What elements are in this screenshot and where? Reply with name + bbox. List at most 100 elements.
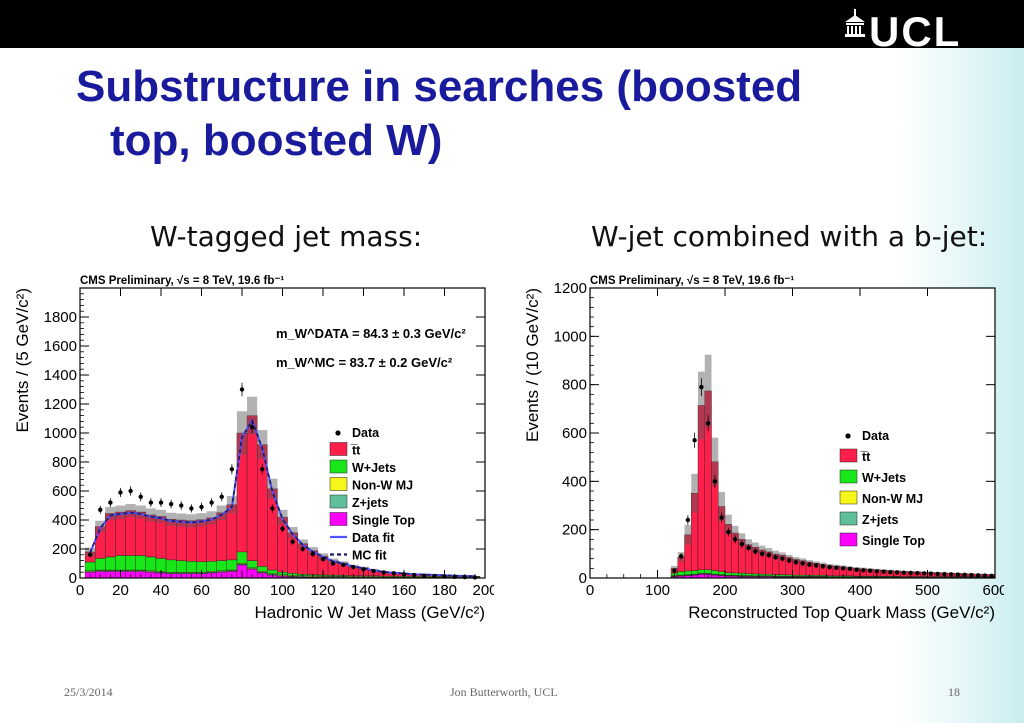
data-point [341, 562, 346, 568]
legend-label: t̅t [350, 444, 361, 458]
footer-author: Jon Butterworth, UCL [450, 685, 558, 699]
ucl-logo-text: UCL [869, 8, 961, 48]
data-point [867, 568, 873, 573]
data-point [827, 564, 832, 570]
x-tick-label: 60 [193, 582, 210, 599]
bar [135, 555, 147, 571]
legend: Data t̅t W+Jets Non-W MJ Z+jets Single Top Dat… [329, 426, 415, 563]
data-point [371, 568, 376, 574]
data-point [310, 551, 316, 557]
data-point [793, 560, 799, 565]
data-point [330, 561, 336, 566]
uncertainty-bin [236, 411, 248, 455]
bar [745, 573, 753, 576]
bar [256, 566, 268, 572]
data-point [320, 556, 326, 562]
y-tick-label: 200 [52, 541, 77, 558]
bar [216, 560, 228, 571]
uncertainty-bin [196, 513, 207, 527]
data-points [672, 378, 994, 579]
data-point [118, 490, 123, 495]
uncertainty-bin [772, 550, 779, 558]
annotation-mass-data: m_W^DATA = 84.3 ± 0.3 GeV/c² [276, 326, 466, 341]
data-point [148, 500, 154, 505]
y-axis-title: Events / (10 GeV/c²) [524, 288, 542, 442]
data-point [712, 479, 718, 484]
data-point [391, 571, 397, 576]
data-point [249, 425, 255, 430]
x-tick-label: 200 [472, 582, 494, 599]
slide-title: Substructure in searches (boosted top, b… [76, 60, 896, 168]
data-point [820, 564, 826, 569]
bar [718, 571, 726, 575]
ucl-portico-icon [845, 9, 865, 37]
x-tick-label: 200 [712, 582, 737, 599]
bar [778, 574, 786, 577]
legend-marker-data [845, 433, 851, 439]
data-point [128, 488, 133, 494]
data-point [280, 526, 285, 531]
x-tick-label: 0 [76, 582, 84, 599]
data-point [786, 558, 792, 563]
bar [165, 559, 177, 573]
data-point [168, 501, 174, 507]
uncertainty-bin [758, 545, 766, 555]
y-axis: 0 200 400 600 800 1000 1200 1400 1600 1800 [44, 287, 485, 587]
uncertainty-bin [166, 512, 177, 526]
bar [731, 572, 739, 576]
uncertainty-bin [671, 565, 678, 571]
data-point [753, 549, 758, 554]
uncertainty-bin [176, 513, 187, 527]
data-point [732, 537, 738, 542]
x-tick-label: 40 [153, 582, 170, 599]
uncertainty-bin [247, 396, 258, 435]
bar [246, 560, 258, 569]
bar [206, 517, 217, 562]
y-tick-label: 600 [562, 425, 587, 442]
bar [206, 561, 217, 572]
bar [115, 555, 126, 571]
uncertainty-bin [257, 430, 268, 460]
x-tick-label: 100 [270, 582, 295, 599]
legend-label: Data [352, 426, 380, 440]
data-point [260, 467, 265, 472]
x-tick-label: 140 [351, 582, 376, 599]
legend-label: MC fit [352, 549, 388, 563]
uncertainty-bin [125, 504, 136, 518]
y-tick-label: 1600 [44, 338, 77, 355]
x-axis: 0 20 40 60 80 100 120 140 160 180 200 [76, 288, 494, 599]
x-tick-label: 300 [780, 582, 805, 599]
legend-label: Single Top [862, 534, 925, 548]
y-tick-label: 1200 [44, 396, 77, 413]
y-tick-label: 400 [52, 512, 77, 529]
uncertainty-bin [785, 554, 793, 561]
bar [84, 561, 96, 571]
uncertainty-bin [779, 552, 786, 559]
data-point [138, 494, 143, 499]
data-point [229, 467, 235, 472]
data-point [209, 500, 214, 505]
uncertainty-bin [691, 473, 698, 513]
x-tick-label: 500 [915, 582, 940, 599]
x-tick-label: 400 [847, 582, 872, 599]
x-tick-label: 160 [391, 582, 416, 599]
bar [765, 573, 773, 577]
uncertainty-bin [105, 506, 116, 520]
data-point [270, 506, 275, 511]
y-tick-label: 800 [52, 454, 77, 471]
uncertainty-bin [155, 509, 167, 523]
legend-label: Data fit [352, 531, 395, 545]
x-tick-label: 600 [982, 582, 1004, 599]
x-axis: 0 100 200 300 400 500 600 [586, 288, 1004, 599]
data-point [901, 570, 907, 575]
data-point [915, 570, 920, 576]
uncertainty-bin [95, 520, 106, 533]
y-tick-label: 1000 [554, 328, 587, 345]
uncertainty-bin [145, 508, 156, 522]
data-point [894, 570, 900, 575]
fit-line-mc [89, 418, 475, 578]
legend-label: Z+jets [862, 513, 899, 527]
legend-swatch [329, 442, 348, 456]
x-tick-label: 20 [112, 582, 129, 599]
data-point [699, 384, 704, 390]
